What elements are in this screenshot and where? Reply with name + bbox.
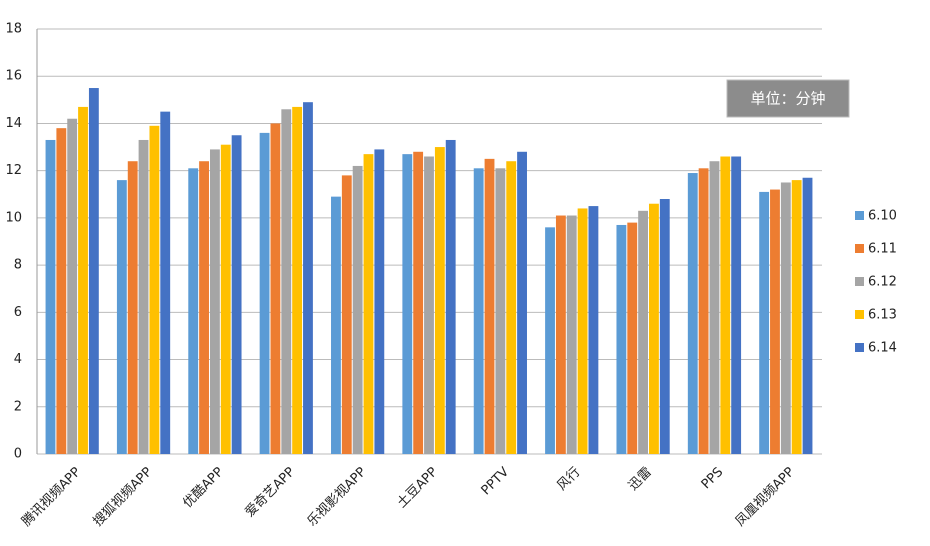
legend-swatch xyxy=(855,211,864,220)
x-tick-label: 凤凰视频APP xyxy=(733,465,798,530)
x-tick-label: 迅雷 xyxy=(626,465,655,494)
bar xyxy=(331,196,341,454)
bar xyxy=(88,88,99,455)
y-tick-label: 18 xyxy=(5,22,22,37)
y-tick-label: 2 xyxy=(14,399,22,414)
legend-label: 6.12 xyxy=(868,275,897,290)
annotation-box xyxy=(726,79,850,118)
bar xyxy=(270,123,281,454)
x-tick-label: PPS xyxy=(699,465,727,493)
x-tick-label: 风行 xyxy=(555,465,584,494)
bar xyxy=(292,106,303,455)
x-tick-label: 搜狐视频APP xyxy=(91,465,156,530)
bar xyxy=(770,189,780,455)
bar xyxy=(517,151,527,454)
y-tick-label: 6 xyxy=(14,305,22,320)
bar xyxy=(445,139,456,454)
bar xyxy=(138,139,149,454)
x-tick-label: 乐视影视APP xyxy=(305,465,370,530)
bar xyxy=(424,156,434,454)
bar xyxy=(709,161,720,454)
bar xyxy=(638,210,649,454)
bar xyxy=(649,203,659,454)
bar xyxy=(374,149,385,454)
bar xyxy=(199,161,209,454)
annotation: 单位：分钟 xyxy=(750,90,825,108)
y-tick-label: 4 xyxy=(14,352,22,367)
bar xyxy=(78,106,88,455)
legend-swatch xyxy=(855,310,864,319)
bar xyxy=(45,139,56,454)
bar xyxy=(731,156,742,454)
y-tick-label: 0 xyxy=(14,447,22,462)
bar xyxy=(759,191,770,454)
bar xyxy=(687,173,698,454)
bar xyxy=(627,222,638,454)
bar xyxy=(802,177,813,454)
bar xyxy=(506,161,517,454)
legend-swatch xyxy=(855,277,864,286)
bar xyxy=(160,111,171,454)
legend-label: 6.13 xyxy=(868,308,897,323)
bar xyxy=(188,168,199,455)
bar xyxy=(281,109,292,455)
x-tick-label: 土豆APP xyxy=(394,465,440,511)
bar xyxy=(231,135,242,454)
bar xyxy=(352,165,363,454)
bar xyxy=(434,147,445,455)
y-tick-label: 8 xyxy=(14,258,22,273)
bar xyxy=(303,102,313,454)
bar xyxy=(209,149,220,454)
x-tick-label: PPTV xyxy=(479,465,513,499)
y-tick-label: 14 xyxy=(5,116,22,131)
bar xyxy=(413,151,424,454)
bar xyxy=(720,156,731,454)
bar xyxy=(127,161,138,454)
legend-swatch xyxy=(855,244,864,253)
y-tick-label: 12 xyxy=(5,163,22,178)
bar xyxy=(259,132,270,454)
bar xyxy=(780,182,791,454)
y-tick-label: 10 xyxy=(5,210,22,225)
bar xyxy=(616,224,627,454)
bar xyxy=(402,154,413,454)
bar xyxy=(341,175,352,454)
y-tick-label: 16 xyxy=(5,69,22,84)
bar xyxy=(698,168,709,455)
legend-label: 6.14 xyxy=(868,341,897,356)
legend-label: 6.11 xyxy=(868,242,897,257)
bar xyxy=(495,168,506,455)
bar xyxy=(116,180,127,454)
legend-swatch xyxy=(855,343,864,352)
bar xyxy=(484,158,495,454)
bar xyxy=(566,215,577,454)
bar xyxy=(555,215,566,454)
x-tick-label: 爱奇艺APP xyxy=(242,464,298,520)
bar xyxy=(56,128,67,454)
bar xyxy=(791,180,802,454)
bar xyxy=(149,125,160,455)
bar xyxy=(220,144,231,454)
bar xyxy=(363,154,374,454)
legend-label: 6.10 xyxy=(868,209,897,224)
bar xyxy=(577,208,588,454)
x-tick-label: 优酷APP xyxy=(180,465,226,511)
bar xyxy=(473,168,484,455)
x-tick-label: 腾讯视频APP xyxy=(19,464,85,530)
bar xyxy=(545,227,555,454)
bar xyxy=(659,199,670,454)
bar xyxy=(588,206,599,454)
bar xyxy=(67,118,78,454)
